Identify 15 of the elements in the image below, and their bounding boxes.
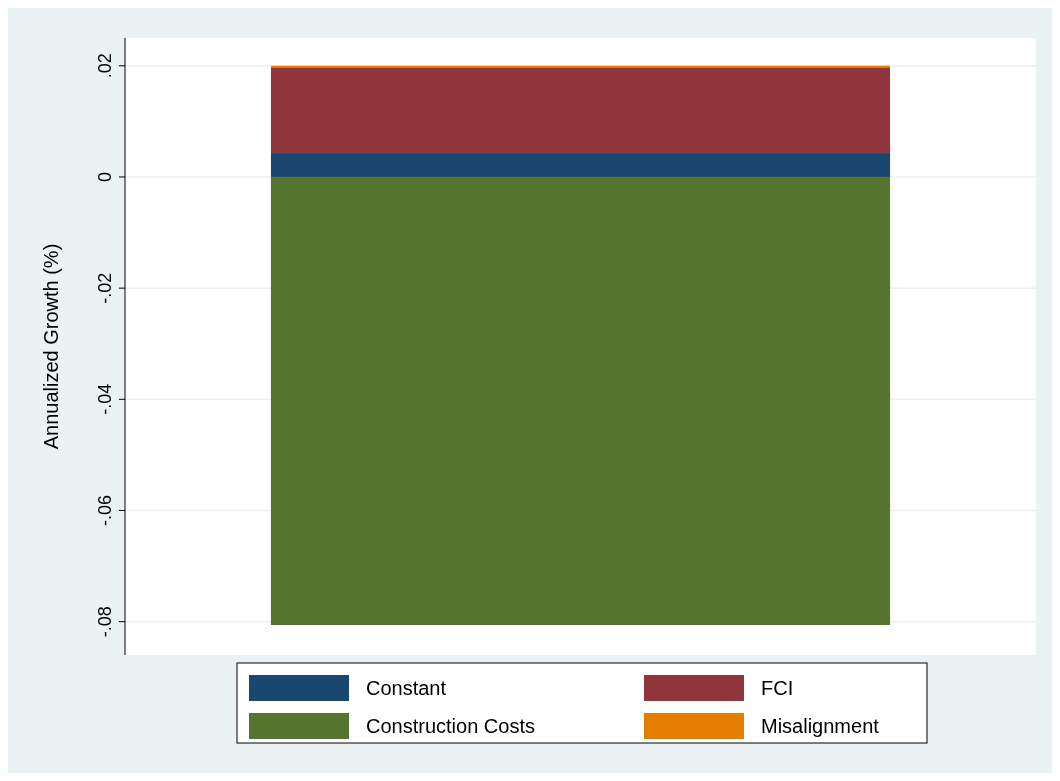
y-tick-label: -.06	[95, 494, 115, 526]
bar	[270, 65, 891, 69]
legend-label: FCI	[761, 677, 794, 699]
bar	[270, 68, 891, 154]
y-tick-label: -.02	[95, 272, 115, 304]
y-tick-label: -.04	[95, 383, 115, 415]
legend-label: Construction Costs	[366, 715, 535, 737]
y-tick-label: -.08	[95, 606, 115, 638]
bar	[270, 153, 891, 177]
y-tick-label: .02	[95, 53, 115, 79]
legend-label: Constant	[366, 677, 447, 699]
y-tick-label: 0	[95, 171, 115, 182]
y-axis-title: Annualized Growth (%)	[40, 243, 62, 450]
legend-label: Misalignment	[761, 715, 880, 737]
bar	[270, 176, 891, 625]
